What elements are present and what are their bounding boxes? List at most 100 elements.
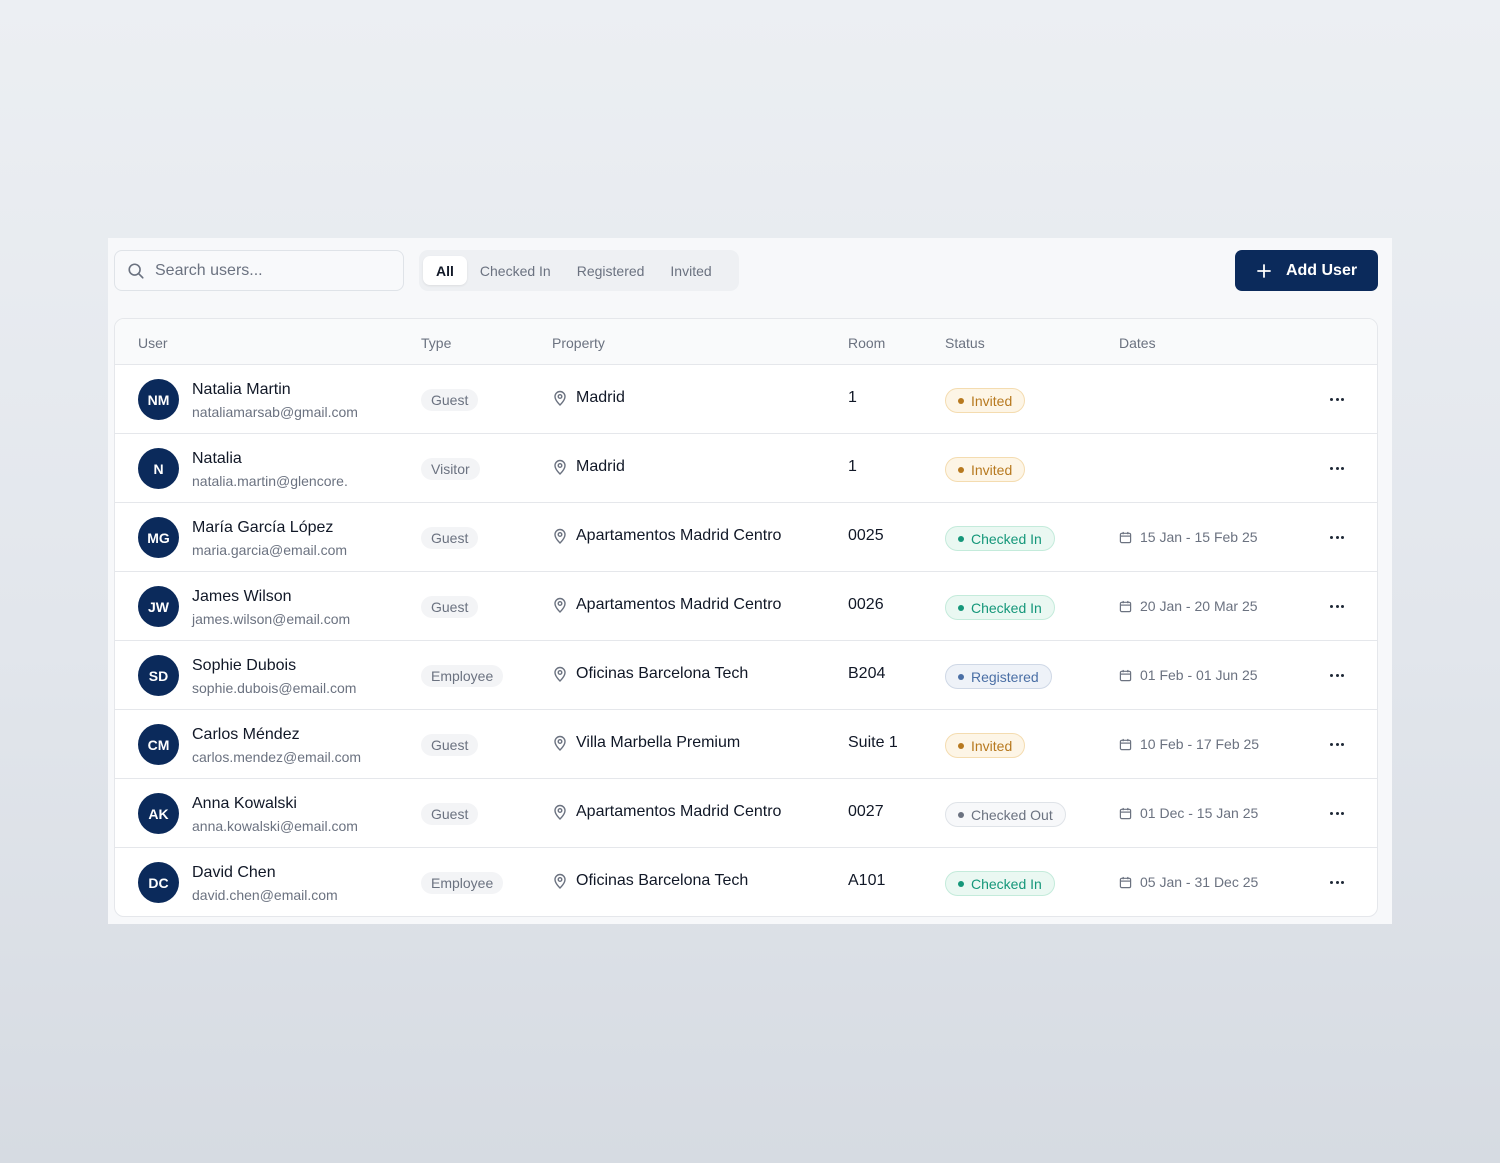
status-badge: Checked In [945, 526, 1055, 551]
table-header: User Type Property Room Status Dates [115, 319, 1377, 365]
location-pin-icon [554, 597, 566, 613]
more-actions-button[interactable] [1327, 872, 1347, 892]
location-pin-icon [554, 873, 566, 889]
tab-all[interactable]: All [423, 256, 467, 285]
table-row[interactable]: SD Sophie Dubois sophie.dubois@email.com Em… [115, 641, 1377, 710]
user-email: anna.kowalski@email.com [192, 818, 358, 834]
calendar-icon [1119, 531, 1132, 543]
add-user-button[interactable]: Add User [1235, 250, 1378, 291]
avatar: JW [138, 586, 179, 627]
property-cell: Madrid [553, 458, 625, 476]
more-dot [1340, 742, 1344, 746]
more-actions-button[interactable] [1327, 527, 1347, 547]
status-dot [958, 880, 964, 887]
filter-tabs: All Checked In Registered Invited [419, 250, 739, 291]
location-pin-icon [554, 459, 566, 475]
more-dot [1340, 466, 1344, 470]
status-label: Invited [971, 737, 1013, 754]
column-header-property[interactable]: Property [552, 335, 605, 351]
table-row[interactable]: AK Anna Kowalski anna.kowalski@email.com Gu… [115, 779, 1377, 848]
more-dot [1335, 742, 1339, 746]
status-badge: Checked In [945, 595, 1055, 620]
more-actions-button[interactable] [1327, 596, 1347, 616]
column-header-type[interactable]: Type [421, 335, 452, 351]
more-actions-button[interactable] [1327, 734, 1347, 754]
more-dot [1335, 535, 1339, 539]
room-cell: 0027 [848, 803, 884, 820]
table-row[interactable]: N Natalia natalia.martin@glencore. Visitor M… [115, 434, 1377, 503]
location-pin-icon [554, 804, 566, 820]
location-pin-icon [554, 390, 566, 406]
user-name: Natalia [192, 450, 242, 467]
search-input[interactable] [155, 261, 395, 280]
more-dot [1340, 673, 1344, 677]
property-cell: Madrid [553, 389, 625, 407]
status-badge: Invited [945, 388, 1026, 413]
column-header-room[interactable]: Room [848, 335, 886, 351]
room-cell: 1 [848, 389, 857, 406]
table-row[interactable]: JW James Wilson james.wilson@email.com Gues… [115, 572, 1377, 641]
add-user-label: Add User [1285, 261, 1358, 279]
user-name: Carlos Méndez [192, 726, 300, 743]
more-dot [1335, 466, 1339, 470]
table-row[interactable]: MG María García López maria.garcia@email.c… [115, 503, 1377, 572]
property-cell: Apartamentos Madrid Centro [553, 803, 781, 821]
status-badge: Invited [945, 457, 1026, 482]
dates-label: 20 Jan - 20 Mar 25 [1140, 598, 1258, 614]
location-pin-icon [554, 528, 566, 544]
more-dot [1330, 742, 1334, 746]
calendar-icon [1119, 807, 1132, 819]
more-actions-button[interactable] [1327, 389, 1347, 409]
more-actions-button[interactable] [1327, 458, 1347, 478]
calendar-icon [1119, 876, 1132, 888]
status-badge: Invited [945, 733, 1026, 758]
table-row[interactable]: DC David Chen david.chen@email.com Employee… [115, 848, 1377, 916]
dates-label: 01 Feb - 01 Jun 25 [1140, 667, 1258, 683]
more-actions-button[interactable] [1327, 803, 1347, 823]
tab-checked-in[interactable]: Checked In [479, 262, 551, 279]
more-dot [1335, 811, 1339, 815]
status-dot [958, 397, 964, 404]
column-header-dates[interactable]: Dates [1119, 335, 1156, 351]
more-dot [1340, 397, 1344, 401]
more-dot [1330, 673, 1334, 677]
user-name: David Chen [192, 864, 276, 881]
property-name: Oficinas Barcelona Tech [576, 665, 749, 682]
table-row[interactable]: CM Carlos Méndez carlos.mendez@email.com Gu… [115, 710, 1377, 779]
user-email: james.wilson@email.com [192, 611, 351, 627]
calendar-icon [1119, 600, 1132, 612]
avatar: NM [138, 379, 179, 420]
avatar: AK [138, 793, 179, 834]
more-dot [1335, 604, 1339, 608]
table-body: NM Natalia Martin nataliamarsab@gmail.com G… [115, 365, 1377, 916]
search-box[interactable] [114, 250, 404, 291]
status-badge: Registered [945, 664, 1052, 689]
user-email: natalia.martin@glencore. [192, 473, 348, 489]
table-row[interactable]: NM Natalia Martin nataliamarsab@gmail.com G… [115, 365, 1377, 434]
property-cell: Apartamentos Madrid Centro [553, 596, 781, 614]
more-actions-button[interactable] [1327, 665, 1347, 685]
column-header-user[interactable]: User [138, 335, 168, 351]
property-name: Madrid [576, 458, 625, 475]
type-badge: Visitor [421, 458, 480, 480]
status-dot [958, 535, 964, 542]
dates-label: 05 Jan - 31 Dec 25 [1140, 874, 1259, 890]
user-email: david.chen@email.com [192, 887, 338, 903]
column-header-status[interactable]: Status [945, 335, 985, 351]
dates-cell: 05 Jan - 31 Dec 25 [1119, 874, 1258, 890]
tab-registered[interactable]: Registered [576, 262, 645, 279]
type-badge: Employee [421, 872, 504, 894]
dates-cell: 01 Dec - 15 Jan 25 [1119, 805, 1258, 821]
tab-invited[interactable]: Invited [670, 262, 712, 279]
more-dot [1330, 880, 1334, 884]
status-label: Registered [971, 668, 1039, 685]
user-name: Anna Kowalski [192, 795, 297, 812]
property-name: Apartamentos Madrid Centro [576, 596, 782, 613]
status-label: Invited [971, 461, 1013, 478]
user-name: James Wilson [192, 588, 292, 605]
more-dot [1340, 604, 1344, 608]
room-cell: 1 [848, 458, 857, 475]
more-dot [1330, 811, 1334, 815]
property-name: Oficinas Barcelona Tech [576, 872, 749, 889]
property-cell: Villa Marbella Premium [553, 734, 740, 752]
